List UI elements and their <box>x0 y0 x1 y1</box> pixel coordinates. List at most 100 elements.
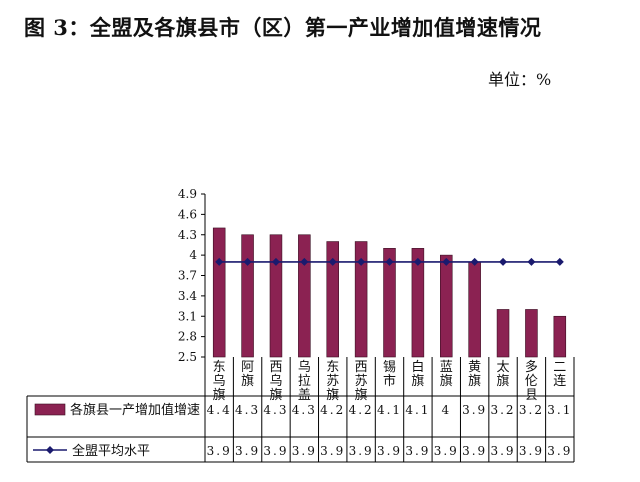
category-label: 旗 <box>411 373 424 389</box>
table-value-bars: 4.3 <box>263 403 288 417</box>
category-label: 苏 <box>355 373 368 389</box>
category-label: 东 <box>326 360 339 375</box>
average-point <box>215 257 224 266</box>
bar <box>212 227 226 358</box>
category-label: 西 <box>269 360 282 375</box>
legend-swatch-marker <box>46 446 54 454</box>
category-label: 二 <box>553 360 566 375</box>
table-value-line: 3.9 <box>490 444 515 458</box>
category-label: 拉 <box>298 374 311 389</box>
table-value-line: 3.9 <box>349 444 374 458</box>
table-value-line: 3.9 <box>377 444 402 458</box>
average-point <box>413 257 422 266</box>
table-value-bars: 3.2 <box>490 403 515 417</box>
category-label: 旗 <box>468 373 481 389</box>
category-label: 乌 <box>269 373 282 389</box>
category-label: 苏 <box>326 373 339 389</box>
table-value-line: 3.9 <box>519 444 544 458</box>
chart-title: 图 3：全盟及各旗县市（区）第一产业增加值增速情况 <box>24 15 542 40</box>
average-point <box>328 257 337 266</box>
bar <box>269 234 283 358</box>
category-label: 伦 <box>525 374 538 389</box>
y-tick-label: 3.4 <box>178 289 197 303</box>
category-label: 蓝 <box>440 360 453 375</box>
table-value-bars: 3.2 <box>519 403 544 417</box>
average-point <box>499 257 508 266</box>
y-tick-label: 3.1 <box>178 309 197 323</box>
table-value-line: 3.9 <box>207 444 232 458</box>
bar <box>440 254 453 358</box>
bar <box>525 309 538 358</box>
bar <box>553 315 567 358</box>
average-point <box>385 257 394 266</box>
y-tick-label: 4.6 <box>178 207 197 221</box>
average-point <box>357 257 366 266</box>
table-value-line: 3.9 <box>263 444 288 458</box>
category-label: 盖 <box>298 388 311 403</box>
table-value-line: 3.9 <box>434 444 459 458</box>
table-value-bars: 4.3 <box>292 403 317 417</box>
category-label: 黄 <box>468 360 481 375</box>
legend-label-bars: 各旗县一产增加值增速 <box>70 402 200 418</box>
category-label: 连 <box>553 373 566 389</box>
legend-swatch-bars <box>34 403 66 416</box>
table-value-bars: 4 <box>441 403 451 417</box>
unit-label: 单位：% <box>488 70 552 89</box>
bar <box>468 261 481 358</box>
average-point <box>243 257 252 266</box>
table-value-bars: 4.3 <box>235 403 260 417</box>
table-value-line: 3.9 <box>235 444 260 458</box>
average-point <box>442 257 451 266</box>
legend-label-line: 全盟平均水平 <box>72 443 150 459</box>
y-tick-label: 4.9 <box>178 187 197 201</box>
table-value-bars: 3.1 <box>547 403 572 417</box>
category-label: 西 <box>355 360 368 375</box>
average-point <box>527 257 536 266</box>
average-point <box>470 257 479 266</box>
y-tick-label: 2.5 <box>178 350 197 364</box>
category-label: 县 <box>525 388 538 403</box>
category-label: 旗 <box>241 373 254 389</box>
category-label: 锡 <box>383 360 396 375</box>
table-value-bars: 3.9 <box>462 403 487 417</box>
average-point <box>271 257 280 266</box>
category-label: 白 <box>411 359 424 375</box>
table-value-line: 3.9 <box>292 444 317 458</box>
category-label: 旗 <box>497 373 510 389</box>
bar <box>354 241 368 358</box>
table-value-bars: 4.1 <box>377 403 402 417</box>
bar <box>496 309 510 358</box>
average-point <box>300 257 309 266</box>
table-value-line: 3.9 <box>320 444 345 458</box>
bar <box>241 234 254 358</box>
y-tick-label: 3.7 <box>178 269 197 283</box>
bar <box>326 241 339 358</box>
category-label: 旗 <box>269 387 282 403</box>
bar <box>411 248 425 358</box>
table-value-line: 3.9 <box>547 444 572 458</box>
bar <box>298 234 311 358</box>
category-label: 乌 <box>213 373 226 389</box>
category-label: 市 <box>383 373 396 389</box>
category-label: 太 <box>497 360 510 375</box>
table-value-line: 3.9 <box>405 444 430 458</box>
table-value-bars: 4.2 <box>349 403 374 417</box>
table-value-bars: 4.2 <box>320 403 345 417</box>
table-value-bars: 4.4 <box>207 403 232 417</box>
y-tick-label: 4.3 <box>178 228 197 242</box>
table-value-line: 3.9 <box>462 444 487 458</box>
average-point <box>555 257 564 266</box>
category-label: 阿 <box>241 360 254 375</box>
bar <box>383 248 396 358</box>
category-label: 多 <box>525 359 538 375</box>
category-label: 东 <box>213 360 226 375</box>
table-value-bars: 4.1 <box>405 403 430 417</box>
category-label: 旗 <box>355 387 368 403</box>
category-label: 旗 <box>326 387 339 403</box>
y-tick-label: 2.8 <box>178 330 197 344</box>
category-label: 旗 <box>440 373 453 389</box>
y-tick-label: 4 <box>189 248 197 262</box>
category-label: 旗 <box>213 387 226 403</box>
category-label: 乌 <box>298 359 311 375</box>
